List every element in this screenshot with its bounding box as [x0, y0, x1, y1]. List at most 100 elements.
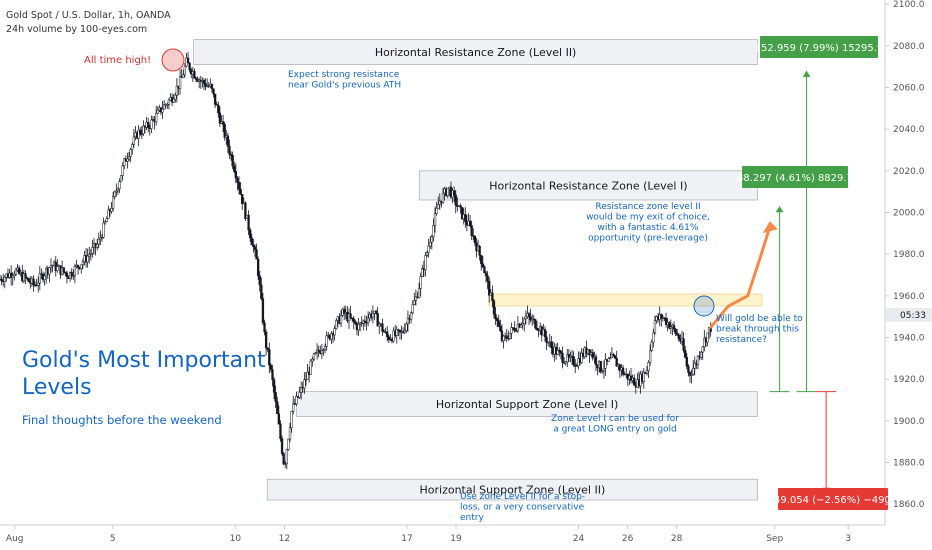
candle-body: [424, 255, 427, 271]
zone-label-sup1: Horizontal Support Zone (Level I): [436, 398, 619, 411]
candle-body: [285, 449, 288, 464]
candle: [459, 203, 462, 214]
candle: [311, 356, 314, 367]
candle-body: [343, 308, 346, 314]
candle-body: [664, 317, 668, 325]
breakout-marker: [693, 295, 715, 317]
candle: [99, 230, 102, 246]
candle-body: [49, 265, 53, 268]
candle: [155, 105, 158, 126]
candle-body: [221, 121, 225, 125]
candle-body: [156, 109, 159, 114]
candle-body: [642, 371, 645, 382]
candle: [303, 372, 306, 394]
candle: [174, 92, 177, 103]
measure-box-m_res1: [742, 166, 848, 188]
candle: [633, 374, 636, 386]
candle-body: [543, 329, 547, 338]
candle: [601, 369, 604, 374]
candle: [559, 349, 563, 360]
candle-body: [414, 296, 418, 301]
candle-body: [241, 194, 244, 205]
candle: [650, 339, 653, 353]
candle-body: [126, 158, 129, 162]
candle: [256, 256, 260, 280]
candle-body: [561, 353, 564, 363]
candle-body: [100, 237, 104, 239]
candle-body: [131, 144, 134, 150]
measure-head-m_ath: [802, 70, 811, 77]
candle-body: [706, 332, 709, 343]
candle: [400, 325, 403, 340]
candle: [484, 270, 488, 283]
candle-body: [494, 314, 497, 320]
candle-body: [27, 278, 30, 282]
candle-body: [674, 328, 677, 335]
candle-body: [306, 371, 309, 380]
candle: [314, 351, 317, 355]
candle: [395, 325, 398, 344]
candle-body: [621, 367, 625, 375]
time-tick-label: 24: [573, 534, 585, 544]
candle: [293, 398, 296, 406]
candle: [175, 78, 179, 103]
candle-body: [73, 266, 77, 276]
candle: [414, 289, 418, 306]
candle: [284, 461, 287, 469]
candle: [411, 300, 414, 315]
candle-body: [591, 352, 594, 359]
price-tick-label: 1940.0: [893, 334, 925, 344]
candle: [645, 366, 649, 376]
candle-body: [113, 191, 116, 197]
candle-body: [703, 337, 706, 348]
candle-body: [70, 272, 73, 277]
candle-body: [564, 361, 567, 364]
candle: [505, 328, 508, 343]
candle: [194, 76, 198, 83]
candle: [116, 187, 120, 195]
candle-body: [513, 327, 516, 331]
candles-layer: [0, 52, 712, 470]
candle-body: [121, 165, 124, 176]
candle-body: [17, 267, 21, 274]
candle: [10, 265, 13, 286]
candle: [413, 292, 416, 306]
candle: [161, 101, 164, 119]
candle: [486, 271, 489, 290]
candle-body: [502, 336, 505, 341]
candle: [626, 373, 629, 387]
zone-res1: [418, 170, 758, 201]
candle: [272, 377, 276, 400]
candle: [131, 142, 134, 155]
candle-body: [607, 358, 610, 362]
candle-body: [532, 318, 535, 320]
candle: [236, 176, 239, 191]
candle-body: [104, 221, 107, 224]
candle-body: [556, 349, 559, 355]
candle: [615, 350, 618, 367]
candle-body: [295, 396, 298, 405]
candle: [523, 317, 526, 332]
candle: [48, 266, 51, 283]
candle-body: [280, 438, 284, 454]
candle-body: [311, 358, 314, 362]
candle-body: [293, 403, 296, 405]
current-price-label: 05:33: [900, 311, 926, 321]
candle-body: [648, 350, 652, 363]
candle-body: [535, 327, 539, 331]
candle: [430, 234, 433, 250]
candle-body: [298, 392, 301, 398]
candle: [260, 277, 263, 301]
candle-body: [601, 370, 604, 373]
candle: [497, 314, 500, 328]
candle: [483, 265, 486, 274]
candle-body: [213, 93, 217, 105]
candle-body: [432, 224, 435, 238]
candle: [147, 117, 150, 133]
candle-body: [76, 264, 80, 268]
candle-body: [247, 214, 250, 231]
note-res1-note-line: would be my exit of choice,: [586, 213, 710, 223]
candle: [452, 186, 456, 202]
candle-body: [559, 351, 563, 354]
